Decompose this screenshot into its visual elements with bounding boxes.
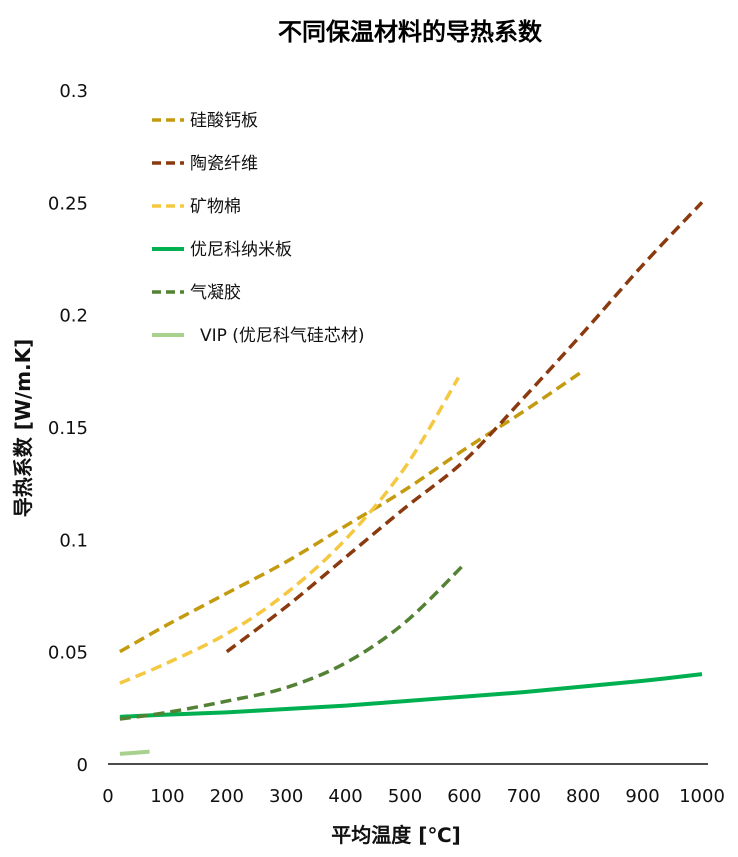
series-line-5 (119, 562, 466, 721)
x-tick-label: 800 (566, 786, 600, 807)
y-tick-label: 0.1 (59, 530, 88, 551)
series-line-4 (119, 672, 703, 719)
y-tick-label: 0.05 (48, 643, 88, 664)
legend-label: 矿物棉 (190, 197, 241, 217)
series-lines (119, 201, 704, 756)
y-axis-title: 导热系数 [W/m.K] (11, 339, 35, 518)
x-tick-label: 0 (102, 786, 113, 807)
legend-label: 气凝胶 (190, 283, 241, 303)
x-tick-label: 400 (328, 786, 362, 807)
series-line-6 (119, 749, 150, 756)
x-tick-label: 1000 (679, 786, 725, 807)
legend-label: 优尼科纳米板 (190, 240, 292, 260)
chart-title: 不同保温材料的导热系数 (278, 18, 543, 46)
x-tick-label: 600 (447, 786, 481, 807)
legend-label: 陶瓷纤维 (190, 154, 258, 174)
x-tick-label: 300 (269, 786, 303, 807)
x-tick-label: 500 (388, 786, 422, 807)
series-line-2 (225, 201, 704, 654)
y-tick-label: 0.15 (48, 418, 88, 439)
x-tick-label: 100 (150, 786, 184, 807)
x-tick-label: 900 (625, 786, 659, 807)
x-axis-title: 平均温度 [℃] (331, 823, 460, 847)
y-tick-label: 0.3 (59, 81, 88, 102)
y-tick-label: 0.25 (48, 193, 88, 214)
y-axis-ticks: 0 0.05 0.1 0.15 0.2 0.25 0.3 (48, 81, 88, 776)
x-tick-label: 200 (210, 786, 244, 807)
legend-label: VIP (优尼科气硅芯材) (200, 326, 365, 346)
series-line-1 (119, 369, 585, 654)
x-axis-ticks: 0 100 200 300 400 500 600 700 800 900 1000 (102, 786, 725, 807)
y-tick-label: 0 (77, 755, 88, 776)
x-tick-label: 700 (507, 786, 541, 807)
legend-label: 硅酸钙板 (190, 111, 258, 131)
series-line-3 (119, 376, 460, 685)
y-tick-label: 0.2 (59, 306, 88, 327)
